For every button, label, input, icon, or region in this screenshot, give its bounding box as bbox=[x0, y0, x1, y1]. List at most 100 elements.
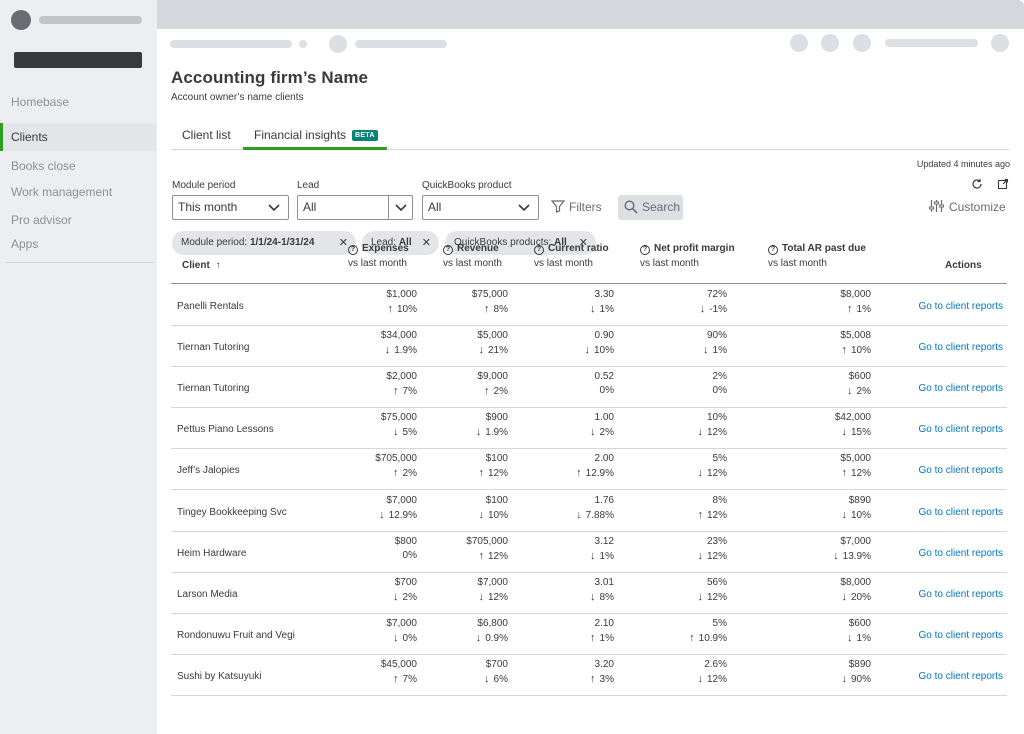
sidebar-item-books-close[interactable]: Books close bbox=[0, 152, 156, 180]
delta-text: 12% bbox=[706, 468, 727, 480]
arrow-down-icon: ↓ bbox=[697, 426, 703, 439]
toolbar-icon-placeholder[interactable] bbox=[821, 34, 839, 52]
sidebar-item-label: Pro advisor bbox=[11, 213, 72, 227]
close-icon[interactable]: ✕ bbox=[578, 237, 588, 249]
revenue-value: $900 bbox=[485, 412, 508, 424]
go-to-client-reports-link[interactable]: Go to client reports bbox=[918, 301, 1003, 312]
company-placeholder[interactable] bbox=[14, 52, 142, 68]
filters-label: Filters bbox=[569, 200, 602, 214]
column-sublabel: vs last month bbox=[640, 258, 699, 269]
sidebar-item-apps[interactable]: Apps bbox=[0, 230, 156, 258]
close-icon[interactable]: ✕ bbox=[338, 237, 348, 249]
toolbar-icon-placeholder[interactable] bbox=[790, 34, 808, 52]
revenue-delta: ↓ 12% bbox=[477, 591, 508, 603]
go-to-client-reports-link[interactable]: Go to client reports bbox=[918, 629, 1003, 641]
select-value: This month bbox=[178, 200, 238, 214]
help-icon[interactable]: ? bbox=[534, 245, 544, 255]
arrow-up-icon: ↑ bbox=[478, 549, 484, 562]
close-icon[interactable]: ✕ bbox=[421, 237, 431, 249]
total-ar-value: $890 bbox=[848, 658, 871, 670]
sidebar-item-homebase[interactable]: Homebase bbox=[0, 88, 156, 116]
filter-chip-lead[interactable]: Lead: All ✕ bbox=[362, 231, 439, 255]
sliders-icon bbox=[929, 200, 944, 212]
go-to-client-reports-link[interactable]: Go to client reports bbox=[918, 547, 1003, 559]
total-ar-delta: ↑ 10% bbox=[840, 344, 871, 356]
go-to-client-reports-link[interactable]: Go to client reports bbox=[918, 383, 1003, 395]
sidebar-item-clients[interactable]: Clients bbox=[0, 123, 156, 151]
export-icon[interactable] bbox=[996, 178, 1010, 192]
updated-timestamp: Updated 4 minutes ago bbox=[916, 159, 1010, 169]
delta-text: 12.9% bbox=[585, 468, 614, 480]
sidebar-item-pro-advisor[interactable]: Pro advisor bbox=[0, 206, 156, 234]
go-to-client-reports-link[interactable]: Go to client reports bbox=[918, 670, 1003, 682]
filter-chip-products[interactable]: QuickBooks products: All ✕ bbox=[445, 231, 596, 255]
column-header-client[interactable]: Client ↑ bbox=[182, 260, 221, 271]
toolbar-icon-placeholder[interactable] bbox=[853, 34, 871, 52]
help-icon[interactable]: ? bbox=[640, 245, 650, 255]
expenses-value: $1,000 bbox=[386, 289, 417, 300]
total-ar-cell: $5,008 ↑ 10% bbox=[840, 330, 871, 356]
total-ar-delta: ↓ 15% bbox=[835, 426, 871, 438]
arrow-up-icon: ↑ bbox=[590, 631, 596, 644]
revenue-delta: ↑ 2% bbox=[477, 385, 508, 397]
go-to-client-reports-link[interactable]: Go to client reports bbox=[918, 424, 1003, 436]
column-header-net-profit-margin[interactable]: ? Net profit margin vs last month bbox=[640, 243, 735, 269]
arrow-up-icon: ↑ bbox=[841, 467, 847, 480]
total-ar-value: $42,000 bbox=[834, 412, 871, 424]
arrow-down-icon: ↓ bbox=[393, 426, 399, 439]
delta-text: 12.9% bbox=[388, 509, 417, 521]
sidebar-item-label: Books close bbox=[11, 159, 76, 173]
expenses-cell: $2,000 ↑ 7% bbox=[386, 371, 417, 397]
net-profit-margin-delta: 0% bbox=[713, 385, 727, 396]
tab-client-list[interactable]: Client list bbox=[182, 123, 231, 150]
net-profit-margin-delta: ↓ 12% bbox=[697, 426, 727, 438]
current-ratio-value: 1.00 bbox=[594, 412, 614, 424]
help-icon[interactable]: ? bbox=[768, 245, 778, 255]
tab-financial-insights[interactable]: Financial insights BETA bbox=[243, 123, 387, 150]
delta-text: 1% bbox=[856, 632, 871, 644]
user-avatar-placeholder[interactable] bbox=[991, 34, 1009, 52]
filters-button[interactable]: Filters bbox=[550, 195, 602, 220]
lead-select[interactable]: All bbox=[297, 195, 413, 220]
refresh-icon[interactable] bbox=[970, 178, 984, 192]
column-header-expenses[interactable]: ? Expenses vs last month bbox=[348, 243, 409, 269]
net-profit-margin-delta: ↓ 12% bbox=[697, 467, 727, 479]
chip-prefix: Module period: bbox=[181, 237, 250, 248]
client-name: Tiernan Tutoring bbox=[177, 342, 250, 354]
search-button[interactable]: Search bbox=[618, 195, 683, 220]
tab-label: Client list bbox=[182, 128, 231, 142]
column-header-total-ar[interactable]: ? Total AR past due vs last month bbox=[768, 243, 866, 269]
module-period-select[interactable]: This month bbox=[172, 195, 289, 220]
go-to-client-reports-link[interactable]: Go to client reports bbox=[918, 342, 1003, 354]
current-ratio-cell: 1.00 ↓ 2% bbox=[590, 412, 614, 438]
sidebar-item-work-management[interactable]: Work management bbox=[0, 178, 156, 206]
arrow-down-icon: ↓ bbox=[703, 344, 709, 357]
filter-chip-module-period[interactable]: Module period: 1/1/24-1/31/24 ✕ bbox=[172, 231, 356, 255]
delta-text: 2% bbox=[599, 427, 614, 439]
column-header-revenue[interactable]: ? Revenue vs last month bbox=[443, 243, 502, 269]
chevron-down-icon bbox=[264, 196, 284, 219]
net-profit-margin-delta: ↑ 12% bbox=[697, 509, 727, 521]
expenses-delta: ↓ 5% bbox=[381, 426, 417, 438]
column-header-current-ratio[interactable]: ? Current ratio vs last month bbox=[534, 243, 609, 269]
product-select[interactable]: All bbox=[422, 195, 539, 220]
help-icon[interactable]: ? bbox=[443, 245, 453, 255]
current-ratio-delta: ↓ 7.88% bbox=[576, 509, 614, 521]
net-profit-margin-cell: 2.6% ↓ 12% bbox=[697, 659, 727, 685]
total-ar-value: $600 bbox=[848, 617, 871, 629]
go-to-client-reports-link[interactable]: Go to client reports bbox=[918, 588, 1003, 600]
go-to-client-reports-link[interactable]: Go to client reports bbox=[918, 465, 1003, 477]
revenue-cell: $705,000 ↑ 12% bbox=[466, 536, 508, 562]
current-ratio-value: 0.52 bbox=[594, 371, 614, 383]
expenses-delta: ↑ 7% bbox=[386, 385, 417, 397]
delta-text: 8% bbox=[599, 591, 614, 603]
go-to-client-reports-link[interactable]: Go to client reports bbox=[918, 506, 1003, 518]
sidebar-item-label: Work management bbox=[11, 185, 113, 199]
arrow-down-icon: ↓ bbox=[584, 344, 590, 357]
customize-button[interactable]: Customize bbox=[929, 200, 1006, 214]
client-name: Heim Hardware bbox=[177, 547, 247, 559]
total-ar-delta: ↑ 12% bbox=[840, 467, 871, 479]
revenue-delta: ↓ 10% bbox=[478, 509, 508, 521]
delta-text: 2% bbox=[402, 591, 417, 603]
help-icon[interactable]: ? bbox=[348, 245, 358, 255]
